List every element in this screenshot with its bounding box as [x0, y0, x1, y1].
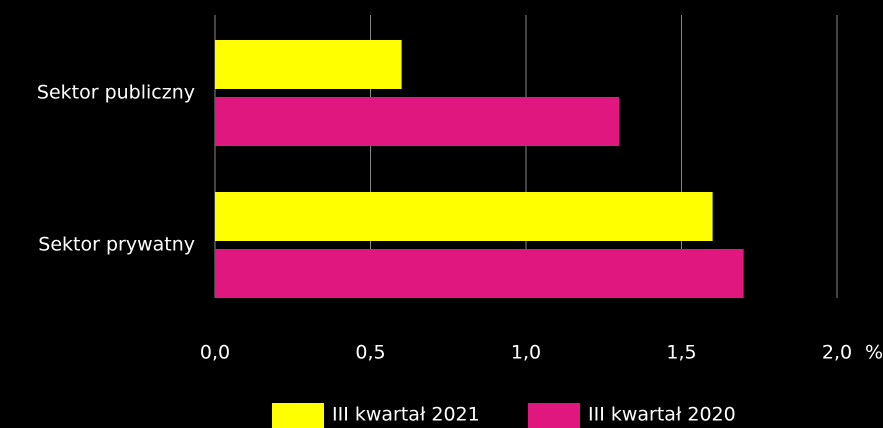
legend-swatch	[272, 403, 324, 428]
x-tick-label: 0,0	[200, 342, 230, 364]
x-tick-label: 1,5	[666, 342, 696, 364]
x-tick-label: 0,5	[355, 342, 385, 364]
legend-label: III kwartał 2020	[588, 404, 736, 426]
bar	[215, 192, 713, 241]
bar	[215, 249, 744, 298]
legend-label: III kwartał 2021	[332, 404, 480, 426]
y-tick-label: Sektor publiczny	[37, 82, 195, 104]
bar	[215, 40, 402, 89]
x-tick-label: 2,0	[822, 342, 852, 364]
bar	[215, 97, 620, 146]
x-unit: %	[865, 342, 883, 364]
x-tick-label: 1,0	[511, 342, 541, 364]
legend-swatch	[528, 403, 580, 428]
y-tick-label: Sektor prywatny	[38, 234, 195, 256]
